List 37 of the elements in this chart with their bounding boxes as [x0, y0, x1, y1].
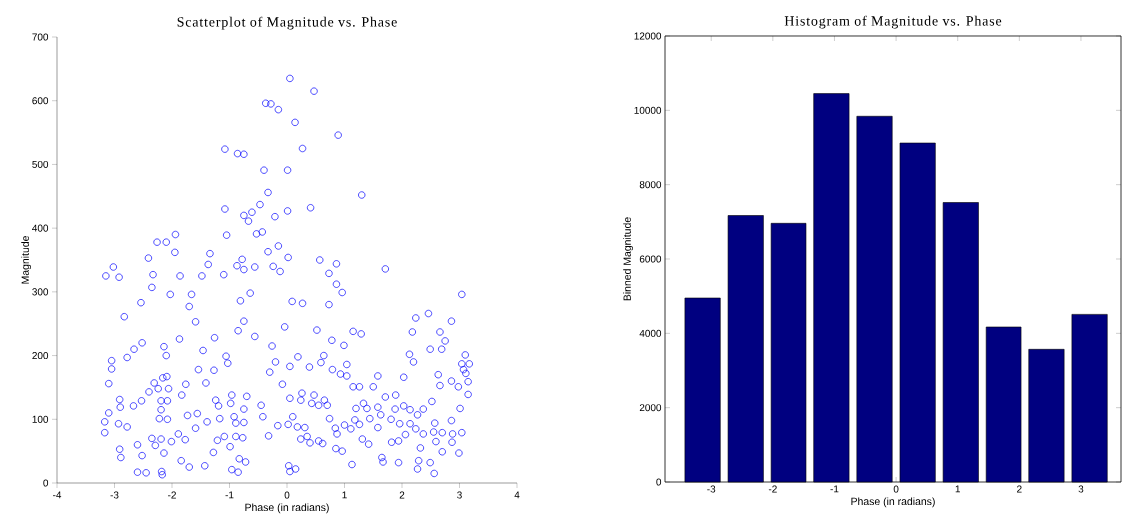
y-tick-label: 400 [32, 224, 49, 232]
x-tick-label: 0 [284, 491, 290, 499]
x-axis-title: Phase (in radians) [851, 497, 935, 508]
chart-title: Scatterplot of Magnitude vs. Phase [177, 16, 397, 30]
y-tick-label: 200 [32, 352, 49, 360]
x-tick-label: 3 [457, 491, 462, 499]
y-tick-label: 100 [32, 415, 49, 423]
x-tick-label: -1 [830, 485, 839, 493]
x-tick-label: 2 [1017, 485, 1022, 493]
x-tick-label: 4 [514, 491, 520, 499]
chart-title: Histogram of Magnitude vs. Phase [784, 15, 1002, 29]
x-tick-label: -3 [110, 491, 119, 499]
y-axis-title: Binned Magnitude [623, 217, 633, 301]
y-tick-label: 300 [32, 288, 49, 296]
x-tick-label: -4 [53, 491, 62, 499]
x-tick-label: 0 [893, 485, 899, 493]
y-tick-label: 700 [32, 33, 49, 41]
y-tick-label: 0 [656, 478, 662, 486]
y-tick-label: 12000 [634, 32, 662, 40]
x-tick-label: 2 [399, 491, 405, 499]
x-tick-label: 1 [342, 491, 347, 499]
y-axis-title: Magnitude [21, 236, 32, 284]
y-tick-label: 0 [43, 479, 49, 487]
y-tick-label: 4000 [639, 329, 662, 337]
x-tick-label: -3 [707, 485, 716, 493]
y-tick-label: 600 [32, 97, 49, 105]
y-tick-label: 500 [32, 160, 49, 168]
x-tick-label: -2 [768, 485, 777, 493]
y-tick-label: 10000 [634, 106, 662, 114]
x-tick-label: -1 [225, 491, 234, 499]
x-tick-label: 1 [955, 485, 960, 493]
y-tick-label: 6000 [639, 255, 662, 263]
x-tick-label: -2 [168, 491, 176, 499]
y-tick-label: 8000 [639, 181, 662, 189]
y-tick-label: 2000 [639, 404, 662, 412]
x-axis-title: Phase (in radians) [245, 503, 329, 514]
x-tick-label: 3 [1078, 485, 1084, 493]
